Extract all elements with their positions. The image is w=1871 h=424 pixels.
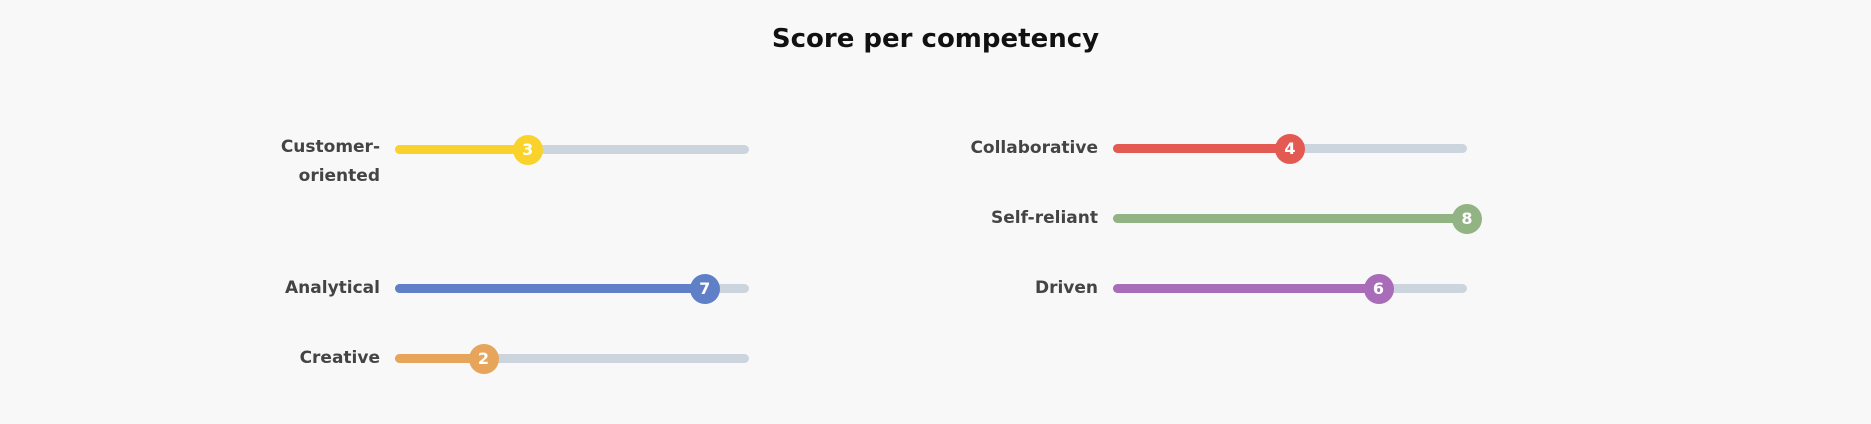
- score-knob[interactable]: 6: [1363, 274, 1394, 304]
- competency-row-analytical: Analytical 7: [285, 273, 749, 304]
- competency-label-line-1: Customer-: [280, 137, 380, 157]
- score-track: 2: [395, 344, 749, 374]
- score-fill: [1113, 284, 1379, 293]
- score-fill: [395, 354, 484, 363]
- competency-label-line-2: oriented: [298, 166, 380, 186]
- chart-title: Score per competency: [771, 24, 1100, 54]
- score-track: 8: [1113, 204, 1482, 234]
- score-knob[interactable]: 4: [1275, 134, 1305, 164]
- competency-row-self-reliant: Self-reliant 8: [991, 203, 1482, 234]
- score-track: 7: [395, 274, 749, 304]
- competency-row-driven: Driven 6: [1035, 273, 1467, 304]
- score-fill: [395, 284, 705, 293]
- competency-row-creative: Creative 2: [300, 343, 749, 374]
- score-knob[interactable]: 3: [512, 135, 543, 165]
- score-knob[interactable]: 7: [689, 274, 720, 304]
- competency-label: Collaborative: [970, 138, 1098, 158]
- competency-label: Self-reliant: [990, 208, 1098, 228]
- competency-label: Driven: [1034, 278, 1098, 298]
- score-knob[interactable]: 2: [468, 344, 499, 374]
- competency-label: Creative: [299, 348, 380, 368]
- score-track: 3: [395, 135, 749, 165]
- competency-row-customer-oriented: Customer- oriented 3: [281, 134, 749, 186]
- score-fill: [1113, 144, 1290, 153]
- score-track: 4: [1113, 134, 1467, 164]
- score-fill: [395, 145, 528, 154]
- competency-label: Analytical: [285, 278, 380, 298]
- score-fill: [1113, 214, 1467, 223]
- score-knob[interactable]: 8: [1452, 204, 1482, 234]
- score-track: 6: [1113, 274, 1467, 304]
- competency-label: Customer- oriented: [270, 133, 380, 191]
- competency-row-collaborative: Collaborative 4: [970, 133, 1467, 164]
